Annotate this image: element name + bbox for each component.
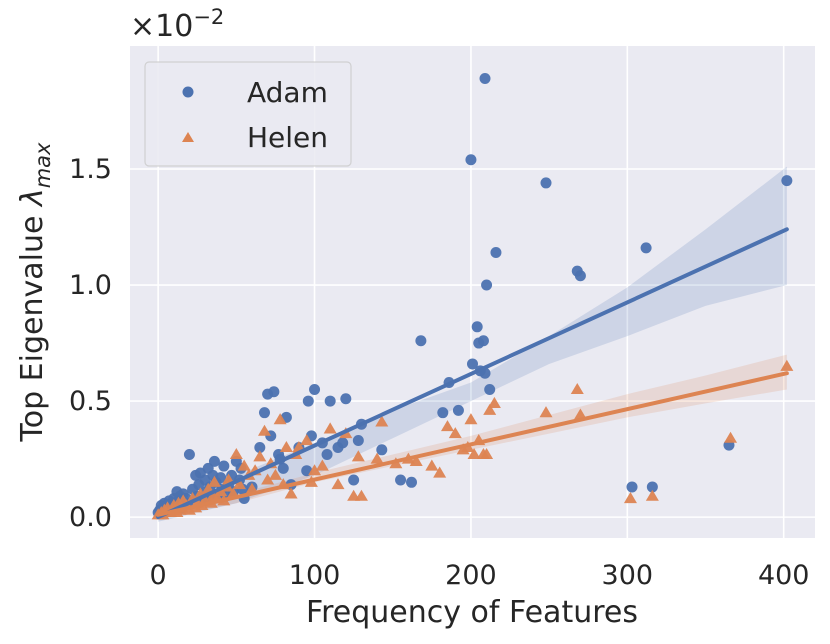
adam-point: [340, 393, 352, 405]
helen-point: [279, 440, 293, 453]
adam-point: [437, 407, 449, 419]
helen-point: [780, 359, 794, 371]
x-tick-label: 200: [445, 560, 497, 591]
y-tick-label: 0.5: [69, 386, 112, 417]
helen-point: [480, 447, 494, 460]
x-tick-label: 400: [758, 560, 810, 591]
helen-point: [409, 454, 423, 466]
adam-point: [406, 476, 418, 488]
legend-frame: [144, 61, 352, 167]
y-tick-labels: 0.0 0.5 1.0 1.5: [69, 154, 112, 533]
adam-point: [337, 437, 349, 449]
adam-point: [484, 383, 496, 395]
y-tick-label: 0.0: [69, 502, 112, 533]
adam-point: [452, 404, 464, 416]
helen-point: [724, 431, 738, 443]
helen-point: [257, 424, 271, 436]
adam-point: [395, 474, 407, 486]
helen-point: [323, 422, 337, 434]
legend: Adam Helen: [144, 61, 352, 167]
x-tick-labels: 0 100 200 300 400: [150, 560, 810, 591]
adam-point: [415, 335, 427, 347]
helen-point: [573, 408, 587, 420]
helen-point: [375, 415, 389, 427]
helen-point: [425, 459, 439, 471]
y-scale-label: ×10−2: [130, 5, 224, 44]
adam-point: [183, 448, 195, 460]
adam-point: [481, 279, 493, 291]
adam-fit-line: [156, 227, 789, 520]
helen-fit-line: [156, 371, 789, 517]
adam-point: [277, 462, 289, 474]
helen-point: [370, 452, 384, 464]
helen-point: [237, 459, 251, 471]
fit-lines: [156, 227, 789, 520]
adam-point: [324, 395, 336, 407]
legend-marker-helen: [182, 132, 194, 142]
helen-point: [300, 434, 314, 446]
y-axis-label: Top Eigenvalue λmax: [15, 142, 55, 443]
legend-label-helen: Helen: [247, 121, 328, 154]
helen-point: [308, 464, 322, 476]
helen-point: [440, 420, 454, 432]
adam-point: [781, 175, 793, 187]
grid: [130, 46, 815, 538]
helen-point: [539, 406, 553, 418]
adam-point: [352, 435, 364, 447]
adam-point: [268, 386, 280, 398]
adam-point: [490, 247, 502, 259]
helen-point: [483, 403, 497, 415]
helen-point: [207, 475, 221, 487]
x-tick-label: 100: [289, 560, 341, 591]
helen-point: [351, 450, 365, 462]
x-axis-label: Frequency of Features: [306, 595, 638, 630]
adam-point: [215, 472, 227, 484]
adam-point: [309, 383, 321, 395]
helen-point: [487, 396, 501, 408]
helen-point: [261, 473, 275, 485]
y-tick-label: 1.5: [69, 154, 112, 185]
y-tick-label: 1.0: [69, 270, 112, 301]
helen-point: [253, 450, 267, 462]
helen-point: [315, 459, 329, 471]
helen-point: [232, 478, 246, 490]
helen-point: [284, 487, 298, 499]
helen-point: [448, 427, 462, 439]
adam-point: [640, 242, 652, 254]
adam-point: [574, 270, 586, 282]
helen-point: [645, 489, 659, 501]
adam-point: [258, 407, 270, 419]
legend-label-adam: Adam: [247, 76, 328, 109]
helen-point: [273, 413, 287, 425]
adam-point: [302, 395, 314, 407]
adam-point: [321, 448, 333, 460]
adam-point: [479, 72, 491, 84]
helen-point: [467, 447, 481, 460]
adam-point: [626, 481, 638, 493]
adam-point: [348, 474, 360, 486]
adam-point: [218, 460, 230, 472]
adam-point: [471, 321, 483, 333]
helen-point: [433, 466, 447, 478]
adam-point: [477, 335, 489, 347]
adam-point: [376, 444, 388, 456]
helen-point: [229, 447, 243, 460]
helen-point: [570, 382, 584, 395]
adam-point: [646, 481, 658, 493]
x-tick-label: 0: [150, 560, 167, 591]
legend-marker-adam: [182, 86, 194, 98]
helen-point: [354, 489, 368, 501]
adam-point: [467, 358, 478, 370]
helen-point: [268, 468, 282, 480]
adam-point: [465, 154, 477, 166]
x-tick-label: 300: [602, 560, 654, 591]
helen-point: [464, 413, 478, 425]
adam-point: [540, 177, 552, 189]
adam-point: [254, 441, 266, 453]
helen-point: [623, 492, 637, 504]
adam-point: [208, 455, 220, 467]
helen-point: [331, 478, 345, 490]
